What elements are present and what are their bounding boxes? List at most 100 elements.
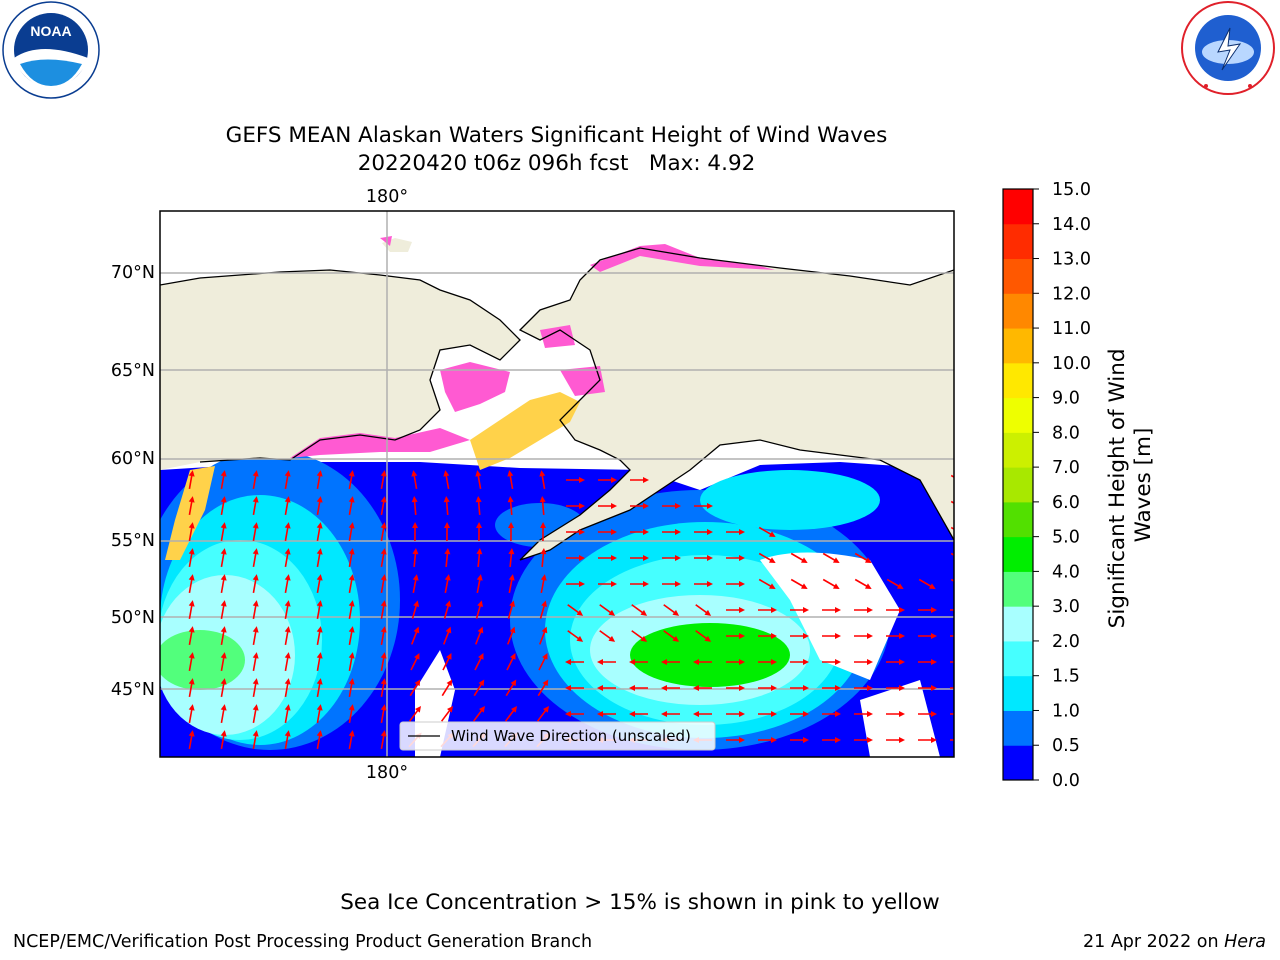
colorbar-tick-label: 14.0 (1052, 215, 1091, 235)
wave-arrow (443, 470, 450, 490)
wave-arrow (693, 685, 712, 691)
wave-arrow (597, 659, 616, 665)
colorbar-label-line1: Significant Height of Wind (1105, 349, 1130, 629)
wave-arrow (316, 626, 323, 646)
wave-arrow (476, 548, 483, 568)
wave-arrow (630, 555, 649, 561)
wave-arrow (284, 574, 291, 594)
wave-arrow (695, 630, 712, 642)
colorbar-tick-label: 1.5 (1052, 667, 1080, 687)
wave-arrow (726, 581, 745, 587)
sea-ice-note: Sea Ice Concentration > 15% is shown in … (340, 890, 940, 915)
wave-arrow (758, 633, 777, 639)
legend-label: Wind Wave Direction (unscaled) (451, 727, 691, 745)
wave-arrow (918, 659, 937, 665)
wave-arrow (506, 626, 516, 645)
wave-arrow (598, 477, 617, 483)
wave-field (160, 450, 954, 757)
nws-logo (1181, 1, 1275, 95)
sea-ice-patch (290, 428, 470, 458)
lon-label-bottom: 180° (366, 763, 408, 783)
wave-arrow (380, 522, 387, 542)
wave-arrow (474, 653, 484, 671)
colorbar-swatch (1003, 328, 1033, 364)
colorbar-swatch (1003, 536, 1033, 572)
colorbar-tick-label: 3.0 (1052, 597, 1080, 617)
lat-label: 60°N (111, 449, 155, 469)
wave-arrow (597, 685, 616, 691)
wave-arrow (348, 730, 355, 750)
wave-arrow (790, 737, 809, 743)
wave-arrow (726, 607, 745, 613)
wave-arrow (444, 574, 451, 593)
wave-arrow (188, 704, 195, 724)
wave-arrow (854, 737, 873, 743)
wave-arrow (695, 604, 712, 616)
wave-arrow (444, 548, 451, 568)
wave-arrow (505, 679, 517, 697)
wave-arrow (630, 477, 649, 483)
colorbar-swatch (1003, 293, 1033, 329)
wave-arrow (220, 600, 227, 620)
wave-arrow (188, 548, 195, 568)
sea-ice (165, 236, 775, 560)
wave-arrow (409, 679, 421, 697)
wave-arrow (822, 737, 841, 743)
colorbar-swatch (1003, 362, 1033, 399)
wave-arrow (220, 626, 227, 646)
wave-arrow (476, 522, 483, 542)
wave-arrow (918, 607, 937, 613)
wave-arrow (854, 607, 873, 613)
wave-arrow (630, 529, 649, 535)
wave-arrow (380, 652, 387, 672)
wave-arrow (348, 652, 355, 672)
wave-arrow (663, 604, 680, 616)
wave-arrow (252, 730, 259, 750)
colorbar-swatch (1003, 397, 1033, 433)
wave-arrow (410, 626, 420, 645)
wave-arrow (822, 711, 841, 717)
svg-text:NOAA: NOAA (30, 23, 71, 39)
colorbar-swatch (1003, 710, 1033, 746)
wave-arrow (252, 678, 259, 698)
wave-arrow (348, 626, 355, 646)
wave-arrow (284, 626, 291, 646)
wave-arrow (950, 635, 954, 637)
lon-label-top: 180° (366, 187, 408, 207)
colorbar-swatch (1003, 606, 1033, 642)
wave-arrow (348, 704, 355, 724)
wave-arrow (316, 522, 323, 542)
wave-arrow (252, 522, 259, 542)
wave-arrow (508, 548, 515, 568)
wave-arrow (410, 653, 420, 671)
wave-arrow (566, 503, 585, 509)
colorbar-swatch (1003, 467, 1033, 503)
footer-date-text: 21 Apr 2022 on (1083, 932, 1225, 952)
wave-direction-arrows (188, 470, 954, 750)
wave-arrow (822, 685, 841, 691)
wave-arrow (348, 496, 355, 516)
chart-title: GEFS MEAN Alaskan Waters Significant Hei… (0, 122, 1113, 178)
wave-arrow (252, 652, 259, 672)
wave-arrow (599, 604, 616, 616)
wave-arrow (411, 600, 419, 619)
wave-arrow (661, 685, 680, 691)
colorbar-tick-label: 0.0 (1052, 771, 1080, 791)
wave-arrow (348, 600, 355, 620)
colorbar-tick-label: 4.0 (1052, 562, 1080, 582)
wave-band (630, 623, 790, 687)
colorbar-tick-label: 11.0 (1052, 319, 1091, 339)
wave-arrow (316, 548, 323, 568)
wave-arrow (188, 600, 195, 620)
wave-arrow (854, 711, 873, 717)
wave-arrow (886, 659, 905, 665)
wave-arrow (854, 552, 872, 563)
wave-arrow (918, 633, 937, 639)
wave-arrow (411, 496, 418, 516)
wave-arrow (758, 737, 777, 743)
wave-arrow (316, 600, 323, 620)
wave-arrow (822, 552, 840, 563)
wave-arrow (693, 711, 712, 717)
wave-arrow (566, 529, 585, 535)
wave-arrow (252, 548, 259, 568)
